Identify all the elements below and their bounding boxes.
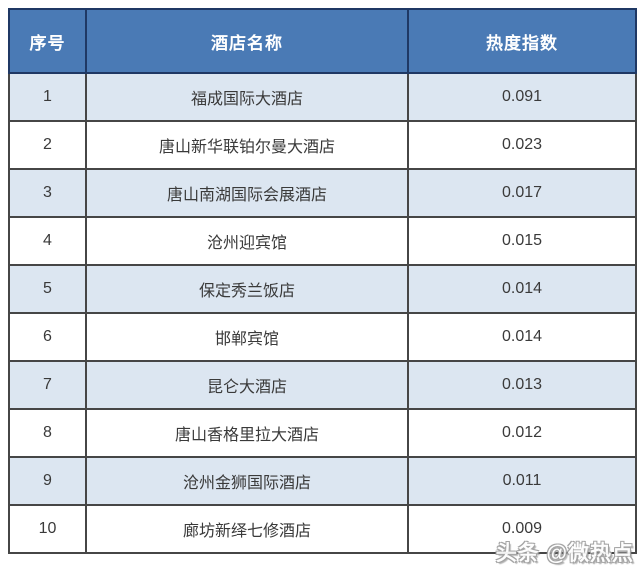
hotel-name-cell: 沧州金狮国际酒店 [85,456,409,506]
hotel-name-cell: 福成国际大酒店 [85,72,409,122]
header-row: 序号 酒店名称 热度指数 [8,8,637,74]
heat-index-cell: 0.017 [407,168,637,218]
table-row: 3 唐山南湖国际会展酒店 0.017 [8,168,637,218]
rank-cell: 7 [8,360,87,410]
hotel-heat-table: 序号 酒店名称 热度指数 1 福成国际大酒店 0.091 2 唐山新华联铂尔曼大酒店 0.… [8,8,637,554]
table-row: 2 唐山新华联铂尔曼大酒店 0.023 [8,120,637,170]
heat-index-cell: 0.012 [407,408,637,458]
header-hotel-name: 酒店名称 [85,8,409,74]
table-row: 1 福成国际大酒店 0.091 [8,72,637,122]
heat-index-cell: 0.013 [407,360,637,410]
rank-cell: 5 [8,264,87,314]
heat-index-cell: 0.009 [407,504,637,554]
hotel-name-cell: 沧州迎宾馆 [85,216,409,266]
table-header: 序号 酒店名称 热度指数 [8,8,637,74]
table-row: 7 昆仑大酒店 0.013 [8,360,637,410]
table-row: 4 沧州迎宾馆 0.015 [8,216,637,266]
heat-index-cell: 0.091 [407,72,637,122]
watermark: 头条 @微热点 [496,537,634,567]
table-body: 1 福成国际大酒店 0.091 2 唐山新华联铂尔曼大酒店 0.023 3 唐山南湖国际会展酒… [8,72,637,554]
table-row: 8 唐山香格里拉大酒店 0.012 [8,408,637,458]
rank-cell: 10 [8,504,87,554]
hotel-name-cell: 唐山南湖国际会展酒店 [85,168,409,218]
hotel-name-cell: 唐山香格里拉大酒店 [85,408,409,458]
heat-index-cell: 0.023 [407,120,637,170]
heat-index-cell: 0.014 [407,264,637,314]
table-row: 6 邯郸宾馆 0.014 [8,312,637,362]
table-row: 10 廊坊新绎七修酒店 0.009 [8,504,637,554]
heat-index-cell: 0.014 [407,312,637,362]
rank-cell: 2 [8,120,87,170]
header-rank: 序号 [8,8,87,74]
hotel-name-cell: 廊坊新绎七修酒店 [85,504,409,554]
rank-cell: 8 [8,408,87,458]
table-row: 9 沧州金狮国际酒店 0.011 [8,456,637,506]
rank-cell: 4 [8,216,87,266]
hotel-name-cell: 邯郸宾馆 [85,312,409,362]
hotel-name-cell: 昆仑大酒店 [85,360,409,410]
header-heat-index: 热度指数 [407,8,637,74]
hotel-name-cell: 保定秀兰饭店 [85,264,409,314]
table-row: 5 保定秀兰饭店 0.014 [8,264,637,314]
heat-index-cell: 0.011 [407,456,637,506]
watermark-text: 头条 @微热点 [495,542,634,565]
hotel-name-cell: 唐山新华联铂尔曼大酒店 [85,120,409,170]
rank-cell: 6 [8,312,87,362]
heat-index-cell: 0.015 [407,216,637,266]
rank-cell: 1 [8,72,87,122]
rank-cell: 9 [8,456,87,506]
rank-cell: 3 [8,168,87,218]
